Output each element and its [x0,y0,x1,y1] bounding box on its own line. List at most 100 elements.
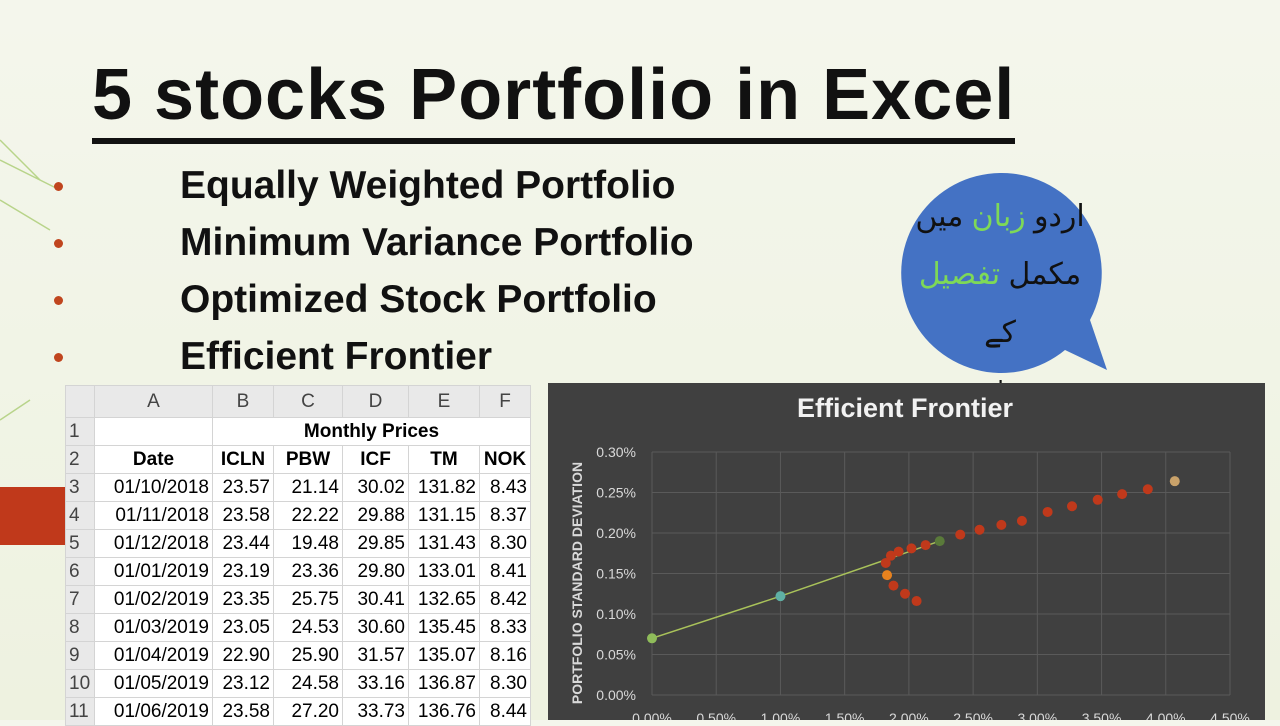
x-tick-label: 4.50% [1210,710,1250,720]
bullet: Equally Weighted Portfolio [180,164,676,207]
y-tick-label: 0.00% [596,687,636,703]
cell: 131.43 [408,529,480,558]
sheet-row: 1 Monthly Prices [65,417,531,446]
header-cell: Date [94,445,213,474]
x-tick-label: 1.00% [761,710,801,720]
row-number: 4 [65,501,95,530]
bullet: Optimized Stock Portfolio [180,278,657,321]
cell: 24.53 [273,613,343,642]
y-axis-label: PORTFOLIO STANDARD DEVIATION [569,462,585,704]
cell: 131.15 [408,501,480,530]
cell: 01/01/2019 [94,557,213,586]
point [647,633,657,644]
cell: 133.01 [408,557,480,586]
cell: 01/10/2018 [94,473,213,502]
cell: 21.14 [273,473,343,502]
column-letter: C [273,385,343,418]
cell: 8.16 [479,641,531,670]
column-letter: A [94,385,213,418]
cell: 23.05 [212,613,274,642]
cell: 33.16 [342,669,409,698]
word: زبان [971,200,1026,233]
x-tick-label: 0.50% [696,710,736,720]
point [1016,515,1027,526]
row-number: 7 [65,585,95,614]
x-tick-label: 0.00% [632,710,672,720]
sheet-row: 2 Date ICLN PBW ICF TM NOK [65,445,531,474]
row-number: 10 [65,669,95,698]
x-tick-label: 3.50% [1082,710,1122,720]
row-number: 9 [65,641,95,670]
row-number: 6 [65,557,95,586]
cell: 33.73 [342,697,409,726]
cell: 22.22 [273,501,343,530]
cell: 23.57 [212,473,274,502]
badge-bubble [901,172,1107,373]
cell: 8.44 [479,697,531,726]
x-tick-label: 1.50% [825,710,865,720]
header-cell: PBW [273,445,343,474]
cell: 27.20 [273,697,343,726]
point [955,529,966,540]
cell: 29.88 [342,501,409,530]
sheet-row: 6 01/01/2019 23.19 23.36 29.80 133.01 8.41 [65,557,531,586]
cell: 29.80 [342,557,409,586]
cell: 31.57 [342,641,409,670]
cell: 01/05/2019 [94,669,213,698]
sheet-row: 7 01/02/2019 23.35 25.75 30.41 132.65 8.42 [65,585,531,614]
cell: 136.76 [408,697,480,726]
point [893,546,904,557]
point [1169,476,1180,487]
sheet-row: 4 01/11/2018 23.58 22.22 29.88 131.15 8.37 [65,501,531,530]
y-tick-label: 0.25% [596,485,636,501]
cell: 23.36 [273,557,343,586]
cell: 22.90 [212,641,274,670]
cell: 8.43 [479,473,531,502]
cell: 8.42 [479,585,531,614]
title: 5 stocks Portfolio in Excel [92,52,1016,144]
point [996,519,1007,530]
cell: 23.58 [212,697,274,726]
x-tick-label: 3.00% [1017,710,1057,720]
sheet-row: 3 01/10/2018 23.57 21.14 30.02 131.82 8.43 [65,473,531,502]
header-cell: TM [408,445,480,474]
sheet-row: 11 01/06/2019 23.58 27.20 33.73 136.76 8.44 [65,697,531,726]
cell: 23.35 [212,585,274,614]
cell: 8.41 [479,557,531,586]
column-letter: D [342,385,409,418]
cell: 131.82 [408,473,480,502]
x-tick-label: 4.00% [1146,710,1186,720]
cell: 01/06/2019 [94,697,213,726]
cell: 135.07 [408,641,480,670]
header-cell: ICF [342,445,409,474]
cell: 8.30 [479,529,531,558]
point [775,591,786,602]
point [920,540,931,551]
bullet-dot [54,239,63,248]
point [900,588,911,599]
row-number: 2 [65,445,95,474]
column-letter: F [479,385,531,418]
header-cell: ICLN [212,445,274,474]
cell [94,417,213,446]
cell: 19.48 [273,529,343,558]
cell: 01/12/2018 [94,529,213,558]
point [1142,484,1153,495]
chart-title: Efficient Frontier [797,393,1014,423]
bullet-dot [54,296,63,305]
cell: 01/02/2019 [94,585,213,614]
point [1042,506,1053,517]
cell: 25.90 [273,641,343,670]
word: مکمل [1008,258,1082,291]
cell: 25.75 [273,585,343,614]
cell: 30.41 [342,585,409,614]
cell: 24.58 [273,669,343,698]
y-tick-label: 0.05% [596,647,636,663]
badge-line: اردو زبان میں [900,188,1100,246]
word: کے [984,316,1016,349]
cell: 8.37 [479,501,531,530]
point [1092,494,1103,505]
cell: 30.02 [342,473,409,502]
column-letter: E [408,385,480,418]
